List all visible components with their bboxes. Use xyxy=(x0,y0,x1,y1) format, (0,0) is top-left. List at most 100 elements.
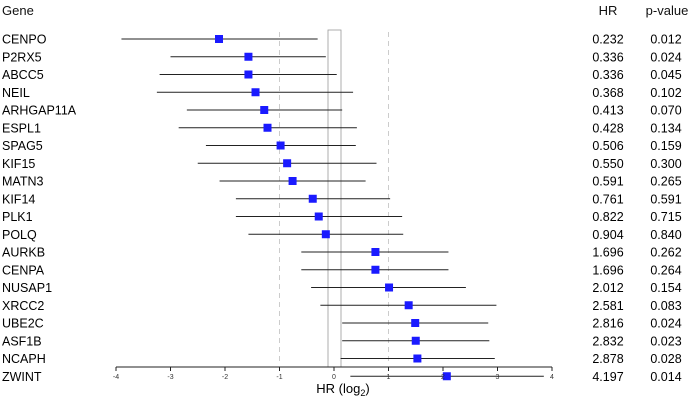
hr-value: 0.368 xyxy=(592,86,623,100)
p-value: 0.159 xyxy=(650,139,681,153)
p-value: 0.715 xyxy=(650,210,681,224)
p-value: 0.045 xyxy=(650,68,681,82)
hr-point-marker xyxy=(371,265,380,274)
hr-value: 0.336 xyxy=(592,50,623,64)
p-value: 0.023 xyxy=(650,334,681,348)
p-value: 0.070 xyxy=(650,104,681,118)
p-value: 0.134 xyxy=(650,121,681,135)
hr-point-marker xyxy=(244,52,253,61)
p-value: 0.012 xyxy=(650,33,681,47)
hr-point-marker xyxy=(314,212,323,221)
gene-label: ASF1B xyxy=(2,334,42,348)
forest-row: PLK1 0.822 0.715 xyxy=(2,210,682,224)
forest-row: P2RX5 0.336 0.024 xyxy=(2,50,682,64)
hr-value: 2.816 xyxy=(592,317,623,331)
p-value: 0.024 xyxy=(650,317,681,331)
hr-point-marker xyxy=(404,301,413,310)
forest-row: ZWINT 4.197 0.014 xyxy=(2,370,682,384)
hr-point-marker xyxy=(288,177,297,185)
x-tick-label: -3 xyxy=(167,374,173,381)
forest-row: CENPO 0.232 0.012 xyxy=(2,33,682,47)
hr-value: 2.581 xyxy=(592,299,623,313)
forest-rows: CENPO 0.232 0.012 P2RX5 0.336 0.024 ABCC5 0.336… xyxy=(2,33,682,384)
hr-value: 0.904 xyxy=(592,228,623,242)
forest-row: ABCC5 0.336 0.045 xyxy=(2,68,682,82)
p-value: 0.102 xyxy=(650,86,681,100)
p-value: 0.300 xyxy=(650,157,681,171)
gene-label: PLK1 xyxy=(2,210,33,224)
gene-label: P2RX5 xyxy=(2,50,42,64)
forest-row: ASF1B 2.832 0.023 xyxy=(2,334,682,348)
gene-label: NCAPH xyxy=(2,352,46,366)
x-axis: -4 -3 -2 -1 0 1 2 3 4 xyxy=(113,366,554,381)
x-tick-label: -4 xyxy=(113,374,119,381)
forest-row: UBE2C 2.816 0.024 xyxy=(2,317,682,331)
forest-row: KIF14 0.761 0.591 xyxy=(2,192,682,206)
hr-point-marker xyxy=(411,336,420,345)
gene-label: MATN3 xyxy=(2,175,43,189)
hr-value: 0.822 xyxy=(592,210,623,224)
forest-row: SPAG5 0.506 0.159 xyxy=(2,139,682,153)
hr-point-marker xyxy=(260,106,269,114)
hr-value: 2.012 xyxy=(592,281,623,295)
hr-value: 0.591 xyxy=(592,175,623,189)
p-value: 0.591 xyxy=(650,192,681,206)
gene-label: ABCC5 xyxy=(2,68,44,82)
x-tick-label: -2 xyxy=(222,374,228,381)
forest-row: NUSAP1 2.012 0.154 xyxy=(2,281,682,295)
gene-label: ARHGAP11A xyxy=(2,104,77,118)
forest-row: AURKB 1.696 0.262 xyxy=(2,246,682,260)
x-tick-label: 1 xyxy=(387,374,391,381)
column-header-hr: HR xyxy=(598,3,618,18)
gene-label: ZWINT xyxy=(2,370,42,384)
p-value: 0.265 xyxy=(650,175,681,189)
hr-value: 0.550 xyxy=(592,157,623,171)
p-value: 0.264 xyxy=(650,263,681,277)
p-value: 0.840 xyxy=(650,228,681,242)
hr-point-marker xyxy=(442,372,451,381)
hr-value: 4.197 xyxy=(592,370,623,384)
gene-label: KIF14 xyxy=(2,192,35,206)
gene-label: POLQ xyxy=(2,228,37,242)
hr-point-marker xyxy=(215,35,224,43)
hr-point-marker xyxy=(385,283,394,292)
hr-value: 0.506 xyxy=(592,139,623,153)
hr-point-marker xyxy=(371,248,380,256)
forest-row: KIF15 0.550 0.300 xyxy=(2,157,682,171)
forest-row: NEIL 0.368 0.102 xyxy=(2,86,682,100)
x-tick-label: 4 xyxy=(550,374,554,381)
p-value: 0.262 xyxy=(650,246,681,260)
forest-row: POLQ 0.904 0.840 xyxy=(2,228,682,242)
hr-point-marker xyxy=(308,194,317,203)
hr-point-marker xyxy=(411,319,420,327)
hr-value: 0.761 xyxy=(592,192,623,206)
p-value: 0.083 xyxy=(650,299,681,313)
hr-point-marker xyxy=(263,123,272,132)
hr-point-marker xyxy=(251,88,260,97)
x-axis-label: HR (log2) xyxy=(316,381,369,398)
hr-value: 2.832 xyxy=(592,334,623,348)
gene-label: XRCC2 xyxy=(2,299,44,313)
gene-label: CENPO xyxy=(2,33,47,47)
forest-row: XRCC2 2.581 0.083 xyxy=(2,299,682,313)
hr-point-marker xyxy=(283,159,292,168)
hr-point-marker xyxy=(244,70,253,79)
gene-label: AURKB xyxy=(2,246,45,260)
x-tick-label: -1 xyxy=(276,374,282,381)
gene-label: NUSAP1 xyxy=(2,281,52,295)
gene-label: ESPL1 xyxy=(2,121,41,135)
hr-value: 0.336 xyxy=(592,68,623,82)
p-value: 0.154 xyxy=(650,281,681,295)
forest-row: NCAPH 2.878 0.028 xyxy=(2,352,682,366)
gene-label: SPAG5 xyxy=(2,139,43,153)
hr-value: 0.413 xyxy=(592,104,623,118)
hr-value: 0.428 xyxy=(592,121,623,135)
hr-value: 0.232 xyxy=(592,33,623,47)
hr-point-marker xyxy=(276,141,285,150)
x-tick-label: 3 xyxy=(496,374,500,381)
gene-label: CENPA xyxy=(2,263,45,277)
p-value: 0.028 xyxy=(650,352,681,366)
forest-row: ESPL1 0.428 0.134 xyxy=(2,121,682,135)
hr-value: 1.696 xyxy=(592,246,623,260)
